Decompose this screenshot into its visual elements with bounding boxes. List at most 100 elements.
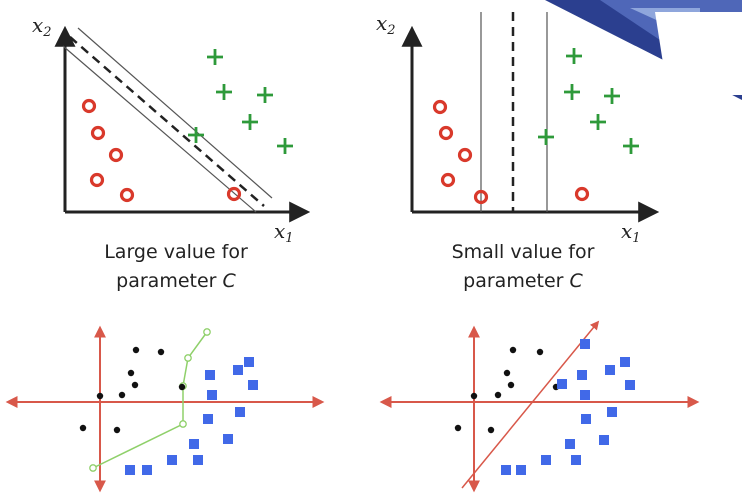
linear-decision-boundary: [461, 320, 600, 489]
margin-line: [77, 27, 273, 199]
class-square: [581, 414, 591, 424]
panel-nonlinear-boundary: [5, 325, 325, 493]
class-dot: [157, 348, 165, 356]
class-dot: [503, 369, 511, 377]
class-dot: [178, 383, 186, 391]
class-plus: [604, 88, 620, 104]
class-dot: [96, 392, 104, 400]
class-plus: [242, 114, 258, 130]
class-dot: [487, 426, 495, 434]
class-dot: [494, 391, 502, 399]
caption-line-1: Large value for: [104, 241, 248, 263]
class-square: [235, 407, 245, 417]
class-square: [244, 357, 254, 367]
class-square: [167, 455, 177, 465]
class-pluses: [188, 49, 293, 154]
class-dot: [118, 391, 126, 399]
class-circle: [226, 186, 242, 202]
class-plus: [216, 84, 232, 100]
margin-lines: [62, 27, 273, 213]
class-square: [577, 370, 587, 380]
class-plus: [188, 127, 204, 143]
class-square: [189, 439, 199, 449]
class-dot: [79, 424, 87, 432]
class-circle: [440, 172, 456, 188]
class-square: [193, 455, 203, 465]
class-dot: [127, 369, 135, 377]
class-circle: [81, 98, 97, 114]
class-plus: [590, 114, 606, 130]
class-dot: [509, 346, 517, 354]
class-square: [142, 465, 152, 475]
class-square: [620, 357, 630, 367]
class-dots: [454, 346, 560, 434]
class-plus: [257, 87, 273, 103]
class-plus: [538, 129, 554, 145]
class-circle: [574, 186, 590, 202]
class-circle: [90, 125, 106, 141]
corner-shape-white: [655, 12, 742, 95]
panel-small-c: x2 x1 Small value for parameter C: [376, 11, 660, 292]
class-dot: [131, 381, 139, 389]
class-dot: [132, 346, 140, 354]
class-dot: [454, 424, 462, 432]
boundary-vertex: [89, 464, 97, 472]
corner-decoration: [545, 0, 742, 100]
class-square: [125, 465, 135, 475]
class-circle: [457, 147, 473, 163]
caption-line-2: parameter C: [463, 270, 583, 292]
class-circles: [432, 99, 590, 205]
class-dot: [470, 392, 478, 400]
class-square: [516, 465, 526, 475]
x-axis-label: x1: [274, 219, 294, 246]
y-axis-label: x2: [376, 11, 396, 38]
class-pluses: [538, 48, 639, 154]
x-axis-label: x1: [621, 219, 641, 246]
class-square: [625, 380, 635, 390]
class-square: [557, 379, 567, 389]
caption-line-1: Small value for: [452, 241, 595, 263]
class-dots: [79, 346, 186, 434]
class-plus: [207, 49, 223, 65]
class-square: [565, 439, 575, 449]
class-circle: [89, 172, 105, 188]
class-dot: [507, 381, 515, 389]
class-circle: [432, 99, 448, 115]
class-circle: [108, 147, 124, 163]
caption-line-2: parameter C: [116, 270, 236, 292]
margin-line: [62, 45, 257, 213]
class-square: [541, 455, 551, 465]
y-axis-label: x2: [32, 13, 52, 40]
class-circle: [119, 187, 135, 203]
panel-large-c: x2 x1 Large value for parameter C: [32, 13, 311, 292]
boundary-vertex: [203, 328, 211, 336]
class-squares: [125, 357, 258, 475]
boundary-vertex: [179, 420, 187, 428]
class-dot: [113, 426, 121, 434]
margin-lines: [480, 12, 548, 212]
class-square: [580, 339, 590, 349]
class-square: [607, 407, 617, 417]
class-square: [207, 390, 217, 400]
class-square: [248, 380, 258, 390]
class-square: [599, 435, 609, 445]
class-plus: [566, 48, 582, 64]
class-plus: [623, 138, 639, 154]
class-square: [501, 465, 511, 475]
class-dot: [536, 348, 544, 356]
class-circle: [473, 189, 489, 205]
panel-linear-boundary: [379, 320, 700, 493]
class-square: [203, 414, 213, 424]
class-square: [605, 365, 615, 375]
class-square: [233, 365, 243, 375]
class-square: [571, 455, 581, 465]
class-plus: [277, 138, 293, 154]
class-square: [205, 370, 215, 380]
class-circle: [438, 125, 454, 141]
class-squares: [501, 339, 635, 475]
class-square: [223, 434, 233, 444]
class-plus: [564, 84, 580, 100]
class-square: [580, 390, 590, 400]
class-circles: [81, 98, 242, 203]
